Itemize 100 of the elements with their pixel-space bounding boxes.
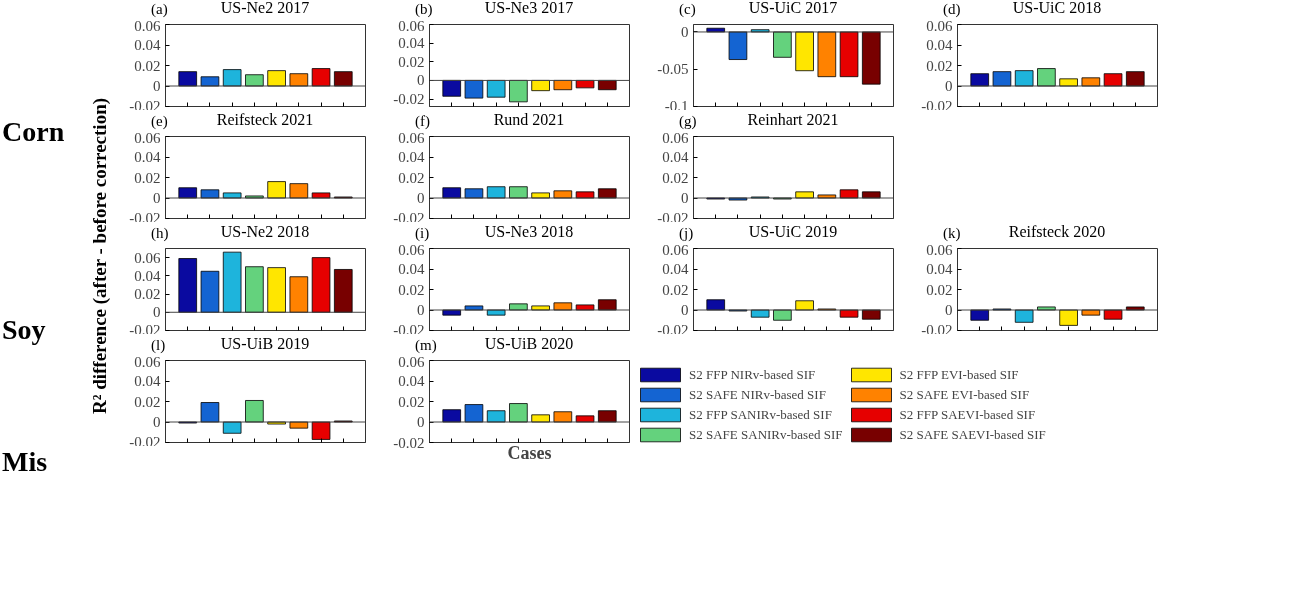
- text: (l): [151, 336, 166, 353]
- y-tick-label: 0.02: [926, 57, 953, 74]
- text: (f): [415, 112, 430, 129]
- legend-label: S2 SAFE EVI-based SIF: [899, 386, 1030, 403]
- y-tick-label: 0.04: [398, 261, 425, 277]
- text: (c): [679, 0, 696, 19]
- chart-title: US-Ne3 2018: [483, 222, 575, 243]
- text: Soy: [2, 313, 46, 347]
- y-tick-label: -0.02: [921, 321, 953, 338]
- y-tick-label: 0.06: [398, 129, 425, 146]
- y-tick-label: 0.06: [398, 241, 425, 258]
- y-tick-label: 0.04: [926, 261, 953, 277]
- legend-label: S2 FFP EVI-based SIF: [899, 366, 1019, 383]
- chart-title: Reifsteck 2020: [1008, 223, 1106, 241]
- y-tick-label: -0.02: [393, 321, 425, 338]
- chart-title: Reinhart 2021: [747, 111, 839, 129]
- y-tick-label: 0: [681, 302, 689, 318]
- y-tick-label: 0.06: [134, 129, 161, 146]
- y-tick-label: 0.04: [398, 373, 425, 389]
- y-tick-label: 0: [945, 78, 953, 94]
- y-tick-label: 0.06: [926, 17, 953, 34]
- y-tick-label: 0.02: [134, 57, 161, 74]
- y-tick-label: -0.02: [657, 321, 689, 338]
- x-axis-title: Cases: [507, 442, 552, 463]
- y-tick-label: -0.02: [921, 97, 953, 114]
- text: (h): [151, 223, 169, 243]
- legend-label: S2 FFP SAEVI-based SIF: [899, 406, 1036, 423]
- y-tick-label: 0: [417, 72, 425, 89]
- y-tick-label: -0.02: [129, 321, 161, 338]
- chart-title: US-UiC 2018: [1012, 0, 1102, 17]
- y-tick-label: 0: [417, 190, 425, 206]
- y-tick-label: -0.02: [393, 434, 425, 451]
- legend-label: S2 SAFE SANIRv-based SIF: [689, 426, 843, 443]
- y-tick-label: 0.06: [134, 353, 161, 370]
- chart-title: US-Ne2 2018: [220, 223, 310, 241]
- y-tick-label: 0: [153, 414, 161, 430]
- y-tick-label: 0: [681, 190, 689, 206]
- chart-title: US-UiB 2019: [219, 334, 311, 355]
- text: (a): [151, 0, 168, 17]
- text: (m): [415, 336, 437, 353]
- y-tick-label: 0: [153, 190, 161, 206]
- y-tick-label: -0.02: [393, 91, 425, 108]
- text: Corn: [2, 115, 65, 149]
- legend-label: S2 SAFE NIRv-based SIF: [689, 386, 826, 403]
- text: (i): [415, 224, 430, 241]
- y-tick-label: 0.04: [926, 37, 953, 53]
- y-tick-label: 0.02: [662, 281, 689, 298]
- y-axis-title: R² difference (after - before correction): [88, 97, 112, 415]
- y-tick-label: 0.02: [398, 53, 425, 70]
- legend-label: S2 FFP NIRv-based SIF: [689, 366, 816, 383]
- y-tick-label: 0.04: [662, 149, 689, 165]
- y-tick-label: 0.04: [398, 149, 425, 165]
- y-tick-label: 0.04: [134, 267, 161, 284]
- y-tick-label: 0.02: [398, 393, 425, 410]
- y-tick-label: 0: [153, 78, 161, 94]
- chart-title: Rund 2021: [492, 110, 566, 131]
- y-tick-label: -0.05: [657, 61, 689, 78]
- y-tick-label: -0.1: [664, 97, 689, 114]
- chart-title: US-UiC 2019: [747, 222, 839, 243]
- text: (b): [415, 0, 433, 17]
- chart-title: US-UiC 2017: [748, 0, 838, 17]
- text: (e): [151, 112, 168, 129]
- y-tick-label: 0.06: [134, 17, 161, 34]
- y-tick-label: -0.02: [393, 209, 425, 226]
- y-tick-label: 0.04: [134, 149, 161, 165]
- y-tick-label: 0: [153, 304, 161, 321]
- y-tick-label: 0.04: [662, 261, 689, 277]
- y-tick-label: 0: [945, 302, 953, 318]
- chart-title: US-Ne2 2017: [220, 0, 310, 17]
- y-tick-label: 0.02: [398, 169, 425, 186]
- text: Mis: [2, 445, 48, 479]
- legend-label: S2 SAFE SAEVI-based SIF: [899, 426, 1046, 443]
- text: (g): [679, 112, 697, 129]
- legend-label: S2 FFP SANIRv-based SIF: [689, 406, 832, 423]
- y-tick-label: 0.06: [398, 353, 425, 370]
- y-tick-label: 0: [417, 302, 425, 318]
- y-tick-label: 0.04: [134, 37, 161, 53]
- chart-title: US-Ne3 2017: [484, 0, 574, 17]
- y-tick-label: 0.06: [134, 249, 161, 266]
- text: (d): [943, 0, 961, 17]
- y-tick-label: 0.02: [398, 281, 425, 298]
- y-tick-label: 0.04: [398, 35, 425, 52]
- y-tick-label: -0.02: [129, 209, 161, 226]
- y-tick-label: 0.02: [134, 286, 161, 303]
- y-tick-label: 0.06: [398, 17, 425, 34]
- text: (k): [943, 224, 961, 241]
- y-tick-label: 0.02: [134, 169, 161, 186]
- chart-title: US-UiB 2020: [484, 335, 574, 353]
- chart-title: Reifsteck 2021: [216, 111, 314, 129]
- y-tick-label: 0: [681, 23, 689, 40]
- y-tick-label: 0.02: [926, 281, 953, 298]
- y-tick-label: 0.06: [662, 241, 689, 258]
- text: (j): [679, 224, 694, 241]
- y-tick-label: 0.02: [134, 393, 161, 410]
- y-tick-label: 0.02: [662, 169, 689, 186]
- y-tick-label: -0.02: [657, 209, 689, 226]
- y-tick-label: -0.02: [129, 433, 161, 450]
- y-tick-label: 0.04: [134, 373, 161, 389]
- y-tick-label: 0.06: [926, 241, 953, 258]
- y-tick-label: 0: [417, 414, 425, 430]
